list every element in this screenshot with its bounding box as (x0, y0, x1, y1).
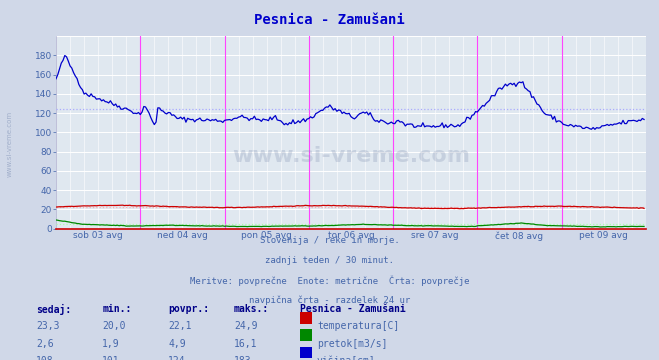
Text: 24,9: 24,9 (234, 321, 258, 332)
Text: 101: 101 (102, 356, 120, 360)
Text: temperatura[C]: temperatura[C] (317, 321, 399, 332)
Text: 16,1: 16,1 (234, 339, 258, 349)
Text: zadnji teden / 30 minut.: zadnji teden / 30 minut. (265, 256, 394, 265)
Text: 2,6: 2,6 (36, 339, 54, 349)
Text: Pesnica - Zamušani: Pesnica - Zamušani (300, 304, 405, 314)
Text: navpična črta - razdelek 24 ur: navpična črta - razdelek 24 ur (249, 295, 410, 305)
Text: 124: 124 (168, 356, 186, 360)
Text: pretok[m3/s]: pretok[m3/s] (317, 339, 387, 349)
Text: maks.:: maks.: (234, 304, 269, 314)
Text: 183: 183 (234, 356, 252, 360)
Text: 108: 108 (36, 356, 54, 360)
Text: www.si-vreme.com: www.si-vreme.com (6, 111, 13, 177)
Text: 22,1: 22,1 (168, 321, 192, 332)
Text: povpr.:: povpr.: (168, 304, 209, 314)
Text: www.si-vreme.com: www.si-vreme.com (232, 147, 470, 166)
Text: Meritve: povprečne  Enote: metrične  Črta: povprečje: Meritve: povprečne Enote: metrične Črta:… (190, 275, 469, 286)
Text: 4,9: 4,9 (168, 339, 186, 349)
Text: 1,9: 1,9 (102, 339, 120, 349)
Text: Slovenija / reke in morje.: Slovenija / reke in morje. (260, 236, 399, 245)
Text: sedaj:: sedaj: (36, 304, 71, 315)
Text: min.:: min.: (102, 304, 132, 314)
Text: 23,3: 23,3 (36, 321, 60, 332)
Text: 20,0: 20,0 (102, 321, 126, 332)
Text: višina[cm]: višina[cm] (317, 356, 376, 360)
Text: Pesnica - Zamušani: Pesnica - Zamušani (254, 13, 405, 27)
